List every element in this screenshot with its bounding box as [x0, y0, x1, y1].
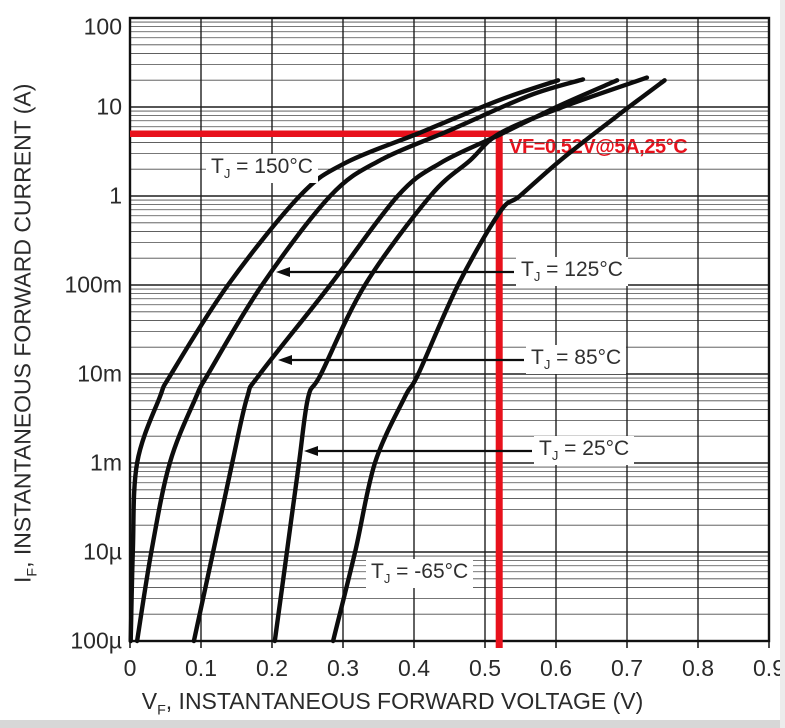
- x-tick-label: 0.6: [540, 655, 572, 681]
- curve-TJ125C: [134, 77, 586, 644]
- y-axis-symbol: I: [9, 576, 36, 583]
- vf-annotation-text: VF=0.52V@5A,25°C: [509, 136, 688, 158]
- y-tick-label: 10: [96, 93, 122, 120]
- y-tick-label: 100: [83, 13, 122, 40]
- curve-label--65C: TJ = -65°C: [366, 559, 474, 589]
- y-tick-label: 100µ: [70, 627, 122, 654]
- arrowhead-left-icon: [278, 355, 292, 365]
- curve-label-150C: TJ = 150°C: [206, 154, 318, 184]
- page-edge-bottom: [0, 720, 785, 728]
- y-tick-label: 1: [109, 182, 122, 209]
- arrowhead-left-icon: [304, 446, 318, 456]
- y-tick-label: 100m: [64, 271, 122, 298]
- x-axis-symbol: V: [141, 688, 158, 714]
- x-tick-label: 0.2: [256, 655, 288, 681]
- x-axis-title-text: , INSTANTANEOUS FORWARD VOLTAGE (V): [165, 688, 644, 714]
- y-tick-label: 1m: [90, 449, 122, 476]
- x-axis-title: VF, INSTANTANEOUS FORWARD VOLTAGE (V): [0, 688, 785, 719]
- x-axis-symbol-subscript: F: [157, 702, 166, 719]
- curve-label-125C: TJ = 125°C: [516, 257, 628, 287]
- x-tick-label: 0.4: [398, 655, 430, 681]
- y-axis-title-text: , INSTANTANEOUS FORWARD CURRENT (A): [9, 83, 36, 568]
- x-tick-label: 0.9: [753, 655, 785, 681]
- x-tick-label: 0.1: [185, 655, 217, 681]
- y-axis-title: IF, INSTANTANEOUS FORWARD CURRENT (A): [10, 3, 41, 663]
- y-tick-label: 10µ: [83, 538, 122, 565]
- y-axis-symbol-subscript: F: [24, 567, 41, 577]
- arrowhead-left-icon: [276, 267, 290, 277]
- curve-label-25C: TJ = 25°C: [534, 436, 635, 466]
- curve-TJ-65C: [330, 78, 667, 644]
- curve-TJ25C: [272, 75, 650, 644]
- x-tick-label: 0.7: [611, 655, 643, 681]
- x-tick-label: 0: [123, 655, 137, 681]
- y-tick-label: 10m: [77, 360, 122, 387]
- curve-label-85C: TJ = 85°C: [526, 345, 627, 375]
- x-tick-label: 0.5: [469, 655, 501, 681]
- page-edge-right: [780, 0, 785, 728]
- x-tick-label: 0.3: [327, 655, 359, 681]
- x-tick-label: 0.8: [682, 655, 714, 681]
- plot-border: [128, 16, 771, 643]
- curve-TJ150C: [128, 78, 561, 644]
